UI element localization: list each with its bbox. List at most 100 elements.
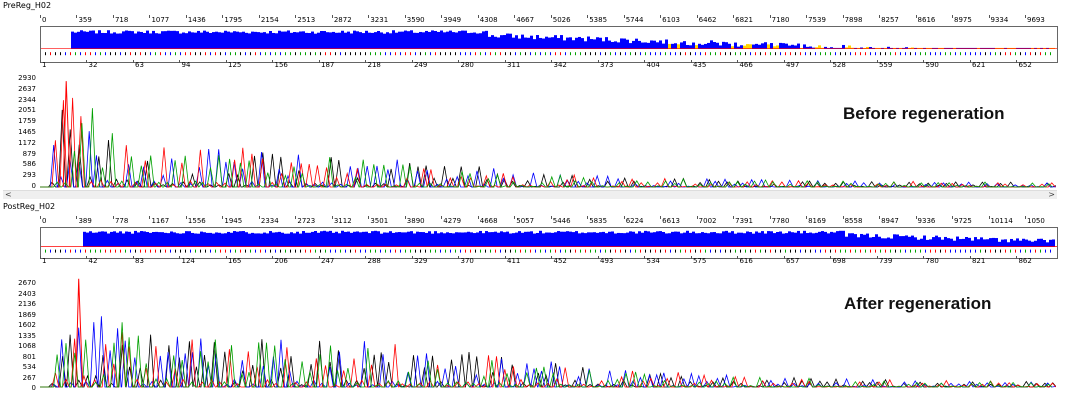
annotation-prereg: Before regeneration <box>843 104 1005 123</box>
base-mark <box>975 52 976 56</box>
quality-bar <box>263 32 266 49</box>
quality-bar <box>860 233 863 247</box>
base-mark <box>155 249 156 253</box>
quality-bar <box>899 236 902 247</box>
scroll-right-arrow[interactable]: > <box>1048 190 1055 199</box>
base-tick <box>690 256 692 259</box>
quality-bar <box>443 32 446 49</box>
quality-bar <box>101 32 104 49</box>
base-mark <box>600 249 601 253</box>
scan-tick <box>879 216 881 219</box>
base-mark <box>975 249 976 253</box>
quality-bar <box>755 231 758 247</box>
quality-bar <box>956 47 959 49</box>
base-mark <box>925 52 926 56</box>
quality-bar <box>596 37 599 49</box>
quality-bar <box>656 231 659 247</box>
quality-bar <box>398 31 401 49</box>
quality-bar <box>428 231 431 247</box>
base-mark <box>340 52 341 56</box>
base-mark <box>990 249 991 253</box>
base-mark <box>1000 52 1001 56</box>
base-mark <box>1025 249 1026 253</box>
quality-bar <box>1028 240 1031 247</box>
quality-bar <box>158 33 161 49</box>
scroll-left-arrow[interactable]: < <box>5 190 12 199</box>
quality-bar <box>881 238 884 247</box>
quality-bar <box>353 231 356 247</box>
base-tick <box>644 60 646 63</box>
quality-bar <box>611 41 614 49</box>
quality-bar <box>833 47 836 49</box>
base-mark <box>335 249 336 253</box>
base-mark <box>60 52 61 56</box>
base-mark <box>390 249 391 253</box>
quality-bar <box>893 47 896 49</box>
base-mark <box>490 52 491 56</box>
quality-bar <box>248 33 251 49</box>
quality-bar <box>683 232 686 247</box>
quality-bar <box>302 231 305 247</box>
scan-tick <box>185 216 187 219</box>
quality-bar <box>884 47 887 49</box>
quality-bar <box>851 233 854 247</box>
chromatogram-prereg[interactable] <box>40 72 1056 190</box>
base-mark <box>330 249 331 253</box>
quality-bar <box>1025 239 1028 247</box>
scan-tick <box>952 216 954 219</box>
quality-bar <box>374 32 377 49</box>
base-mark <box>205 52 206 56</box>
base-mark <box>270 52 271 56</box>
scan-label: 3501 <box>370 217 389 225</box>
base-mark <box>695 249 696 253</box>
base-mark <box>825 249 826 253</box>
quality-bar <box>905 47 908 49</box>
quality-bar <box>365 30 368 49</box>
quality-bar <box>668 43 671 49</box>
base-mark <box>80 52 81 56</box>
quality-bar <box>902 47 905 49</box>
base-mark <box>130 52 131 56</box>
base-mark <box>755 249 756 253</box>
quality-bar <box>590 39 593 49</box>
base-label: 42 <box>88 257 98 265</box>
base-mark <box>590 52 591 56</box>
base-mark <box>285 52 286 56</box>
quality-bar <box>620 38 623 49</box>
quality-bar <box>986 239 989 247</box>
quality-overview-postreg[interactable] <box>40 227 1058 259</box>
quality-bar <box>530 231 533 247</box>
base-mark <box>1020 249 1021 253</box>
quality-bar <box>767 44 770 49</box>
base-tick <box>458 60 460 63</box>
base-mark <box>570 249 571 253</box>
quality-bar <box>686 44 689 49</box>
base-mark <box>345 52 346 56</box>
quality-bar <box>635 38 638 49</box>
quality-bar <box>593 232 596 247</box>
base-mark <box>575 249 576 253</box>
base-mark <box>105 249 106 253</box>
base-mark <box>140 52 141 56</box>
quality-bar <box>890 47 893 49</box>
quality-bar <box>503 232 506 247</box>
quality-bar <box>836 47 839 49</box>
chromatogram-postreg[interactable] <box>40 270 1056 390</box>
quality-overview-prereg[interactable] <box>40 26 1058 63</box>
base-mark <box>1000 249 1001 253</box>
base-mark <box>805 249 806 253</box>
base-mark <box>1045 249 1046 253</box>
quality-bar <box>407 231 410 247</box>
quality-bar <box>338 32 341 49</box>
scrollbar-prereg[interactable]: < > <box>3 190 1057 199</box>
quality-bar <box>968 47 971 49</box>
quality-bar <box>752 233 755 247</box>
base-mark <box>890 249 891 253</box>
quality-bar <box>203 232 206 247</box>
quality-bar <box>533 233 536 247</box>
quality-bar <box>362 231 365 247</box>
quality-bar <box>299 31 302 49</box>
base-mark <box>810 249 811 253</box>
quality-bar <box>989 238 992 247</box>
quality-bar <box>917 47 920 49</box>
